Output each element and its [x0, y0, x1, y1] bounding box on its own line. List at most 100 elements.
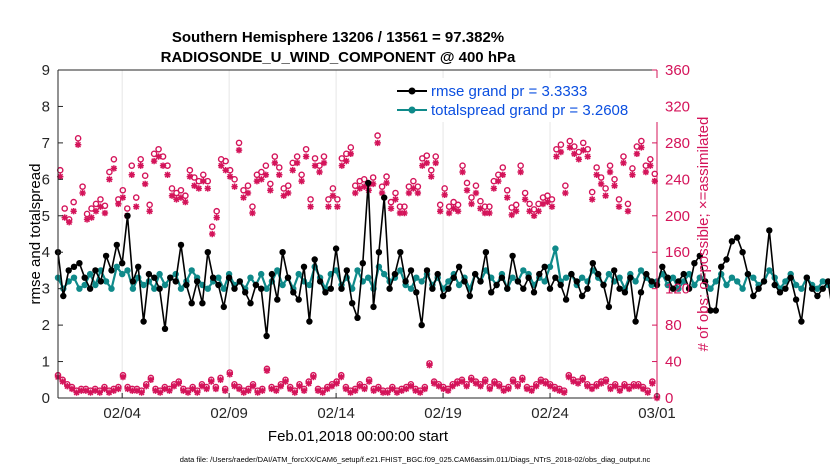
- obs-assimilated-marker: [638, 144, 645, 151]
- obs-assimilated-marker: [584, 153, 591, 160]
- obs-assimilated-marker: [512, 208, 520, 215]
- totalspread-point: [397, 267, 404, 274]
- obs-assimilated-low-marker: [231, 382, 238, 390]
- rmse-point: [514, 278, 522, 285]
- obs-assimilated-low-marker: [421, 385, 429, 393]
- rmse-point: [595, 270, 602, 278]
- rmse-point: [562, 296, 570, 303]
- totalspread-point: [696, 274, 703, 281]
- rmse-point: [803, 274, 810, 281]
- obs-possible-marker: [311, 155, 319, 162]
- rmse-point: [86, 285, 94, 292]
- obs-assimilated-marker: [383, 179, 390, 187]
- obs-assimilated-low-marker: [528, 387, 535, 394]
- obs-assimilated-low-marker: [314, 387, 322, 394]
- obs-assimilated-marker: [544, 198, 551, 206]
- obs-assimilated-marker: [414, 189, 422, 197]
- obs-possible-marker: [374, 132, 381, 139]
- obs-assimilated-marker: [347, 150, 354, 158]
- obs-assimilated-marker: [526, 208, 533, 215]
- rmse-point: [172, 278, 179, 285]
- obs-assimilated-low-marker: [533, 382, 540, 390]
- totalspread-point: [204, 285, 211, 292]
- obs-assimilated-marker: [499, 171, 506, 178]
- obs-assimilated-low-marker: [416, 389, 424, 396]
- obs-assimilated-low-marker: [124, 385, 131, 393]
- obs-assimilated-marker: [57, 173, 64, 180]
- totalspread-point: [691, 281, 698, 289]
- totalspread-point: [247, 274, 254, 281]
- obs-assimilated-marker: [128, 171, 135, 178]
- obs-assimilated-low-marker: [282, 378, 289, 385]
- rmse-point: [124, 212, 131, 219]
- rmse-point: [819, 285, 826, 292]
- obs-assimilated-marker: [79, 189, 86, 197]
- obs-possible-marker: [602, 185, 609, 192]
- rmse-point: [242, 289, 249, 296]
- obs-assimilated-marker: [217, 162, 225, 169]
- rmse-point: [734, 234, 741, 241]
- totalspread-point: [819, 278, 826, 285]
- obs-assimilated-low-marker: [607, 385, 614, 393]
- obs-assimilated-low-marker: [226, 371, 234, 378]
- obs-possible-marker: [459, 162, 466, 169]
- obs-assimilated-low-marker: [198, 382, 206, 390]
- totalspread-point: [220, 285, 227, 292]
- obs-assimilated-low-marker: [509, 378, 517, 385]
- obs-assimilated-low-marker: [551, 385, 559, 393]
- obs-assimilated-low-marker: [59, 378, 66, 385]
- rmse-point: [220, 303, 227, 311]
- obs-assimilated-marker: [168, 192, 176, 199]
- obs-possible-marker: [436, 201, 444, 209]
- obs-assimilated-low-marker: [495, 382, 503, 390]
- obs-possible-marker: [280, 185, 288, 192]
- rmse-point: [792, 296, 800, 303]
- rmse-point: [236, 278, 243, 285]
- obs-possible-marker: [517, 162, 524, 169]
- obs-assimilated-low-marker: [570, 378, 577, 385]
- obs-possible-marker: [526, 200, 533, 208]
- rmse-point: [284, 274, 292, 281]
- obs-assimilated-low-marker: [588, 385, 596, 393]
- x-tick-label: 03/01: [638, 405, 676, 422]
- rmse-point: [381, 194, 388, 201]
- rmse-point: [193, 278, 201, 285]
- totalspread-point: [161, 281, 169, 289]
- totalspread-point: [445, 278, 452, 285]
- obs-assimilated-marker: [249, 209, 256, 217]
- rmse-point: [204, 249, 211, 256]
- totalspread-point: [637, 267, 645, 274]
- obs-possible-marker: [334, 196, 341, 203]
- totalspread-point: [113, 263, 121, 270]
- rmse-point: [493, 281, 500, 289]
- obs-possible-marker: [544, 192, 551, 200]
- obs-assimilated-marker: [642, 168, 650, 176]
- x-tick-label: 02/04: [103, 405, 141, 422]
- obs-assimilated-low-marker: [505, 385, 512, 393]
- totalspread-point: [455, 281, 463, 289]
- rmse-point: [365, 179, 372, 187]
- rmse-point: [680, 270, 687, 278]
- rmse-point: [268, 270, 276, 278]
- totalspread-point: [135, 274, 142, 281]
- y-tick-label-right: 240: [665, 171, 690, 188]
- obs-assimilated-marker: [155, 153, 162, 160]
- obs-assimilated-low-marker: [305, 380, 312, 387]
- obs-assimilated-marker: [101, 209, 109, 217]
- totalspread-point: [70, 274, 78, 281]
- obs-assimilated-low-marker: [440, 385, 447, 393]
- obs-assimilated-low-marker: [584, 382, 591, 390]
- rmse-point: [295, 296, 302, 303]
- y-tick-label-left: 5: [42, 208, 50, 225]
- y-tick-label-right: 80: [665, 317, 682, 334]
- obs-possible-marker: [423, 152, 431, 159]
- obs-assimilated-low-marker: [277, 382, 285, 390]
- totalspread-point: [354, 267, 361, 274]
- obs-assimilated-marker: [186, 173, 194, 180]
- obs-assimilated-marker: [535, 208, 542, 215]
- y-tick-label-left: 3: [42, 281, 50, 298]
- rmse-point: [627, 274, 634, 281]
- x-tick-label: 02/19: [424, 405, 462, 422]
- obs-assimilated-marker: [374, 139, 381, 147]
- rmse-point: [316, 278, 324, 285]
